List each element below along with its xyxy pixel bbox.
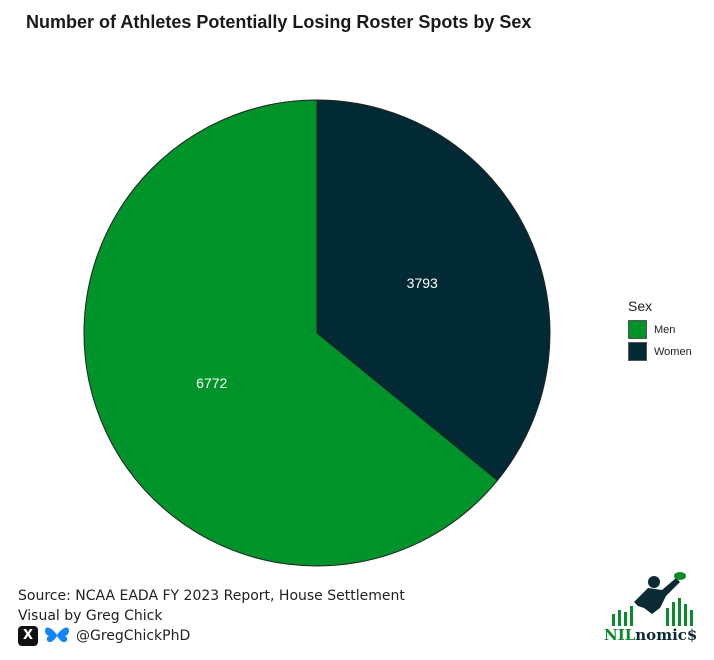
logo-wordmark-nil: NIL [604, 626, 636, 644]
source-text: Source: NCAA EADA FY 2023 Report, House … [18, 588, 405, 604]
logo-wordmark: NILnomic$ [604, 626, 697, 644]
slice-label-women: 3793 [407, 275, 438, 291]
legend-label-men: Men [654, 323, 676, 336]
x-logo-icon[interactable]: X [18, 626, 38, 646]
nilnomics-logo: NILnomic$ [604, 568, 704, 648]
legend-swatch-women [628, 342, 647, 361]
pie-slice-women [316, 99, 551, 482]
legend-label-women: Women [654, 345, 692, 358]
legend-swatch-men [628, 320, 647, 339]
bluesky-butterfly-icon[interactable] [44, 626, 70, 646]
chart-title: Number of Athletes Potentially Losing Ro… [26, 12, 532, 32]
legend: Sex Men Women [628, 298, 692, 364]
legend-title: Sex [628, 298, 653, 314]
legend-item-women: Women [628, 342, 692, 361]
pie-slice-men [83, 99, 499, 567]
footer: Source: NCAA EADA FY 2023 Report, House … [18, 586, 405, 646]
legend-item-men: Men [628, 320, 692, 339]
credit-text: Visual by Greg Chick [18, 608, 163, 624]
slice-label-men: 6772 [196, 375, 227, 391]
social-handles: X @GregChickPhD [18, 626, 405, 646]
logo-wordmark-rest: nomic$ [635, 626, 698, 644]
social-handle[interactable]: @GregChickPhD [76, 628, 191, 644]
logo-graphic [612, 572, 693, 626]
